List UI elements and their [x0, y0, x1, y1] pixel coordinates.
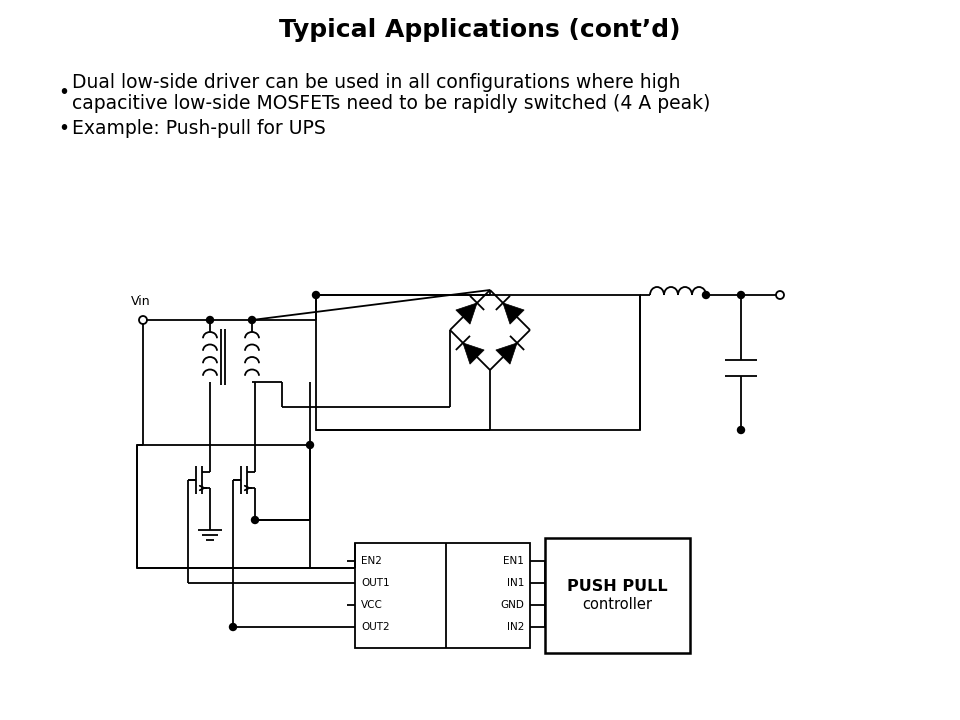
Text: •: •	[58, 119, 69, 138]
Text: IN2: IN2	[507, 622, 524, 632]
Text: Example: Push-pull for UPS: Example: Push-pull for UPS	[72, 119, 325, 138]
Polygon shape	[496, 343, 517, 364]
Bar	[316, 295, 640, 430]
Circle shape	[737, 426, 745, 433]
Circle shape	[306, 441, 314, 449]
Polygon shape	[463, 343, 484, 364]
Circle shape	[206, 317, 213, 323]
Circle shape	[777, 292, 783, 299]
Circle shape	[737, 292, 745, 299]
Text: EN1: EN1	[503, 556, 524, 566]
Circle shape	[252, 516, 258, 523]
Circle shape	[139, 317, 147, 323]
Text: Vin: Vin	[132, 295, 151, 308]
Polygon shape	[456, 303, 477, 324]
Text: capacitive low-side MOSFETs need to be rapidly switched (4 A peak): capacitive low-side MOSFETs need to be r…	[72, 94, 710, 112]
Text: VCC: VCC	[361, 600, 383, 610]
Circle shape	[229, 624, 236, 631]
Polygon shape	[503, 303, 524, 324]
Text: controller: controller	[583, 597, 653, 612]
Bar	[545, 538, 690, 653]
Text: PUSH PULL: PUSH PULL	[567, 579, 668, 594]
Text: OUT1: OUT1	[361, 578, 390, 588]
Text: Dual low-side driver can be used in all configurations where high: Dual low-side driver can be used in all …	[72, 73, 681, 91]
Bar	[137, 445, 310, 568]
Text: EN2: EN2	[361, 556, 382, 566]
Bar	[355, 543, 530, 648]
Text: •: •	[58, 83, 69, 102]
Text: OUT2: OUT2	[361, 622, 390, 632]
Circle shape	[249, 317, 255, 323]
Text: Typical Applications (cont’d): Typical Applications (cont’d)	[279, 18, 681, 42]
Text: GND: GND	[500, 600, 524, 610]
Circle shape	[313, 292, 320, 299]
Circle shape	[703, 292, 709, 299]
Text: IN1: IN1	[507, 578, 524, 588]
